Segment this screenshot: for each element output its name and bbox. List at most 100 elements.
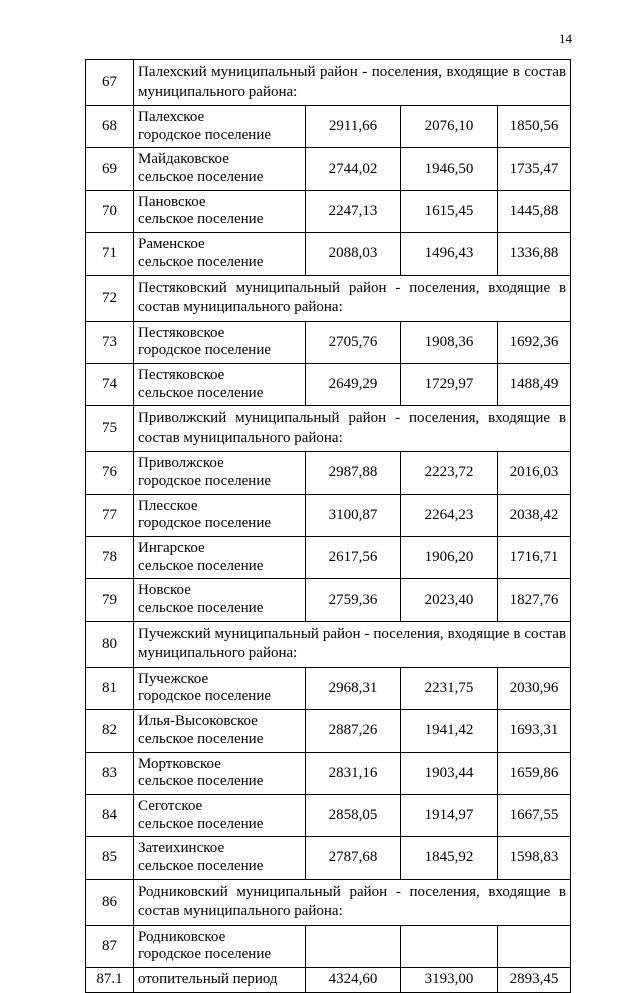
value-cell: 2023,40 xyxy=(400,578,498,622)
settlement-name-line: городское поселение xyxy=(138,472,272,489)
row-number-cell: 72 xyxy=(85,274,134,322)
row-number-cell: 86 xyxy=(85,878,134,926)
value-cell: 1735,47 xyxy=(496,147,572,191)
settlement-name-cell: Мортковское сельское поселение xyxy=(133,751,306,795)
value-cell: 2649,29 xyxy=(305,362,401,407)
table-body: 67 Палехский муниципальный район - поселе… xyxy=(85,59,572,993)
settlement-name-line: Ингарское xyxy=(138,540,205,556)
value-cell: 1716,71 xyxy=(496,535,572,580)
settlement-name-line: Мортковское xyxy=(138,755,221,772)
settlement-name-line: Затеихинское xyxy=(138,840,225,857)
value-cell: 1615,45 xyxy=(400,189,498,234)
value-cell: 2911,66 xyxy=(305,104,401,149)
row-number-cell: 82 xyxy=(85,709,134,753)
settlement-name-cell: Сеготское сельское поселение xyxy=(133,793,306,838)
settlement-name-line: городское поселение xyxy=(138,946,272,963)
settlement-name-line: городское поселение xyxy=(138,126,272,143)
value-cell: 2247,13 xyxy=(305,189,401,234)
value-cell xyxy=(400,924,498,969)
settlement-name-cell: Раменское сельское поселение xyxy=(133,232,306,276)
row-number-cell: 74 xyxy=(85,362,134,407)
settlement-name-line: сельское поселение xyxy=(138,773,264,790)
data-row: 68 Палехское городское поселение 2911,66 207… xyxy=(85,104,572,149)
settlement-name-cell: Новское сельское поселение xyxy=(133,578,306,622)
settlement-name-cell: Майдаковское сельское поселение xyxy=(133,147,306,191)
settlement-name-line: Пестяковское xyxy=(138,366,225,383)
value-cell: 2887,26 xyxy=(305,709,401,753)
value-cell: 4324,60 xyxy=(305,967,401,993)
row-number-cell: 78 xyxy=(85,535,134,580)
section-title-cell: Приволжский муниципальный район - поселе… xyxy=(132,405,572,453)
settlement-name-line: сельское поселение xyxy=(138,384,264,401)
settlement-name-line: городское поселение xyxy=(138,342,272,359)
row-number-cell: 68 xyxy=(85,104,134,149)
value-cell: 2223,72 xyxy=(400,451,498,495)
value-cell: 2231,75 xyxy=(400,666,498,711)
value-cell: 2744,02 xyxy=(305,147,401,191)
data-row: 76 Приволжское городское поселение 2987,88 2… xyxy=(85,451,572,495)
row-number-cell: 75 xyxy=(85,405,134,453)
settlement-name-cell: Пестяковское сельское поселение xyxy=(133,362,306,407)
settlement-name-cell: Родниковское городское поселение xyxy=(133,924,306,969)
row-number-cell: 85 xyxy=(85,836,134,880)
value-cell: 1496,43 xyxy=(400,232,498,276)
data-row: 78 Ингарское сельское поселение 2617,56 1906… xyxy=(85,535,572,580)
section-row: 86 Родниковский муниципальный район - пос… xyxy=(85,878,572,926)
value-cell: 1908,36 xyxy=(400,320,498,364)
value-cell: 2787,68 xyxy=(305,836,401,880)
value-cell: 1667,55 xyxy=(496,793,572,838)
row-number-cell: 87.1 xyxy=(85,967,134,993)
row-number-cell: 84 xyxy=(85,793,134,838)
value-cell: 1941,42 xyxy=(400,709,498,753)
row-number-cell: 77 xyxy=(85,493,134,538)
value-cell: 1906,20 xyxy=(400,535,498,580)
value-cell xyxy=(305,924,401,969)
data-row: 69 Майдаковское сельское поселение 2744,02 1… xyxy=(85,147,572,191)
value-cell: 2831,16 xyxy=(305,751,401,795)
data-row: 83 Мортковское сельское поселение 2831,16 19… xyxy=(85,751,572,795)
settlement-name-cell: Плесское городское поселение xyxy=(133,493,306,538)
page-number: 14 xyxy=(559,31,572,46)
row-number-cell: 83 xyxy=(85,751,134,795)
value-cell: 2264,23 xyxy=(400,493,498,538)
data-row: 82 Илья-Высоковское сельское поселение 2887… xyxy=(85,709,572,753)
row-number-cell: 81 xyxy=(85,666,134,711)
row-number-cell: 71 xyxy=(85,232,134,276)
data-row: 73 Пестяковское городское поселение 2705,76… xyxy=(85,320,572,364)
settlement-name-line: Родниковское xyxy=(138,928,226,945)
value-cell: 1850,56 xyxy=(496,104,572,149)
section-title-cell: Палехский муниципальный район - поселени… xyxy=(132,59,572,106)
value-cell: 3193,00 xyxy=(400,967,498,993)
value-cell: 2987,88 xyxy=(305,451,401,495)
value-cell: 1598,83 xyxy=(496,836,572,880)
value-cell: 2705,76 xyxy=(305,320,401,364)
value-cell: 2038,42 xyxy=(496,493,572,538)
value-cell: 2759,36 xyxy=(305,578,401,622)
data-row: 84 Сеготское сельское поселение 2858,05 1914… xyxy=(85,793,572,838)
data-row: 74 Пестяковское сельское поселение 2649,29 1… xyxy=(85,362,572,407)
section-row: 80 Пучежский муниципальный район - поселе… xyxy=(85,620,572,668)
value-cell: 1488,49 xyxy=(496,362,572,407)
settlement-name-line: отопительный период xyxy=(138,971,278,987)
row-number-cell: 73 xyxy=(85,320,134,364)
value-cell: 2030,96 xyxy=(496,666,572,711)
row-number-cell: 80 xyxy=(85,620,134,668)
value-cell: 1336,88 xyxy=(496,232,572,276)
section-row: 72 Пестяковский муниципальный район - пос… xyxy=(85,274,572,322)
settlement-name-line: сельское поселение xyxy=(138,857,264,874)
value-cell: 2617,56 xyxy=(305,535,401,580)
value-cell: 1946,50 xyxy=(400,147,498,191)
settlement-name-line: Плесское xyxy=(138,497,198,514)
section-title-cell: Родниковский муниципальный район - посел… xyxy=(132,878,572,926)
value-cell: 1445,88 xyxy=(496,189,572,234)
section-title-cell: Пучежский муниципальный район - поселени… xyxy=(132,620,572,668)
row-number-cell: 70 xyxy=(85,189,134,234)
settlement-name-line: Майдаковское xyxy=(138,151,229,168)
value-cell: 1659,86 xyxy=(496,751,572,795)
settlement-name-line: Палехское xyxy=(138,109,205,125)
settlement-name-line: Новское xyxy=(138,582,191,599)
section-title-cell: Пестяковский муниципальный район - посел… xyxy=(132,274,572,322)
data-row: 85 Затеихинское сельское поселение 2787,68 1… xyxy=(85,836,572,880)
settlement-name-line: сельское поселение xyxy=(138,600,264,617)
settlement-name-line: Сеготское xyxy=(138,797,203,814)
